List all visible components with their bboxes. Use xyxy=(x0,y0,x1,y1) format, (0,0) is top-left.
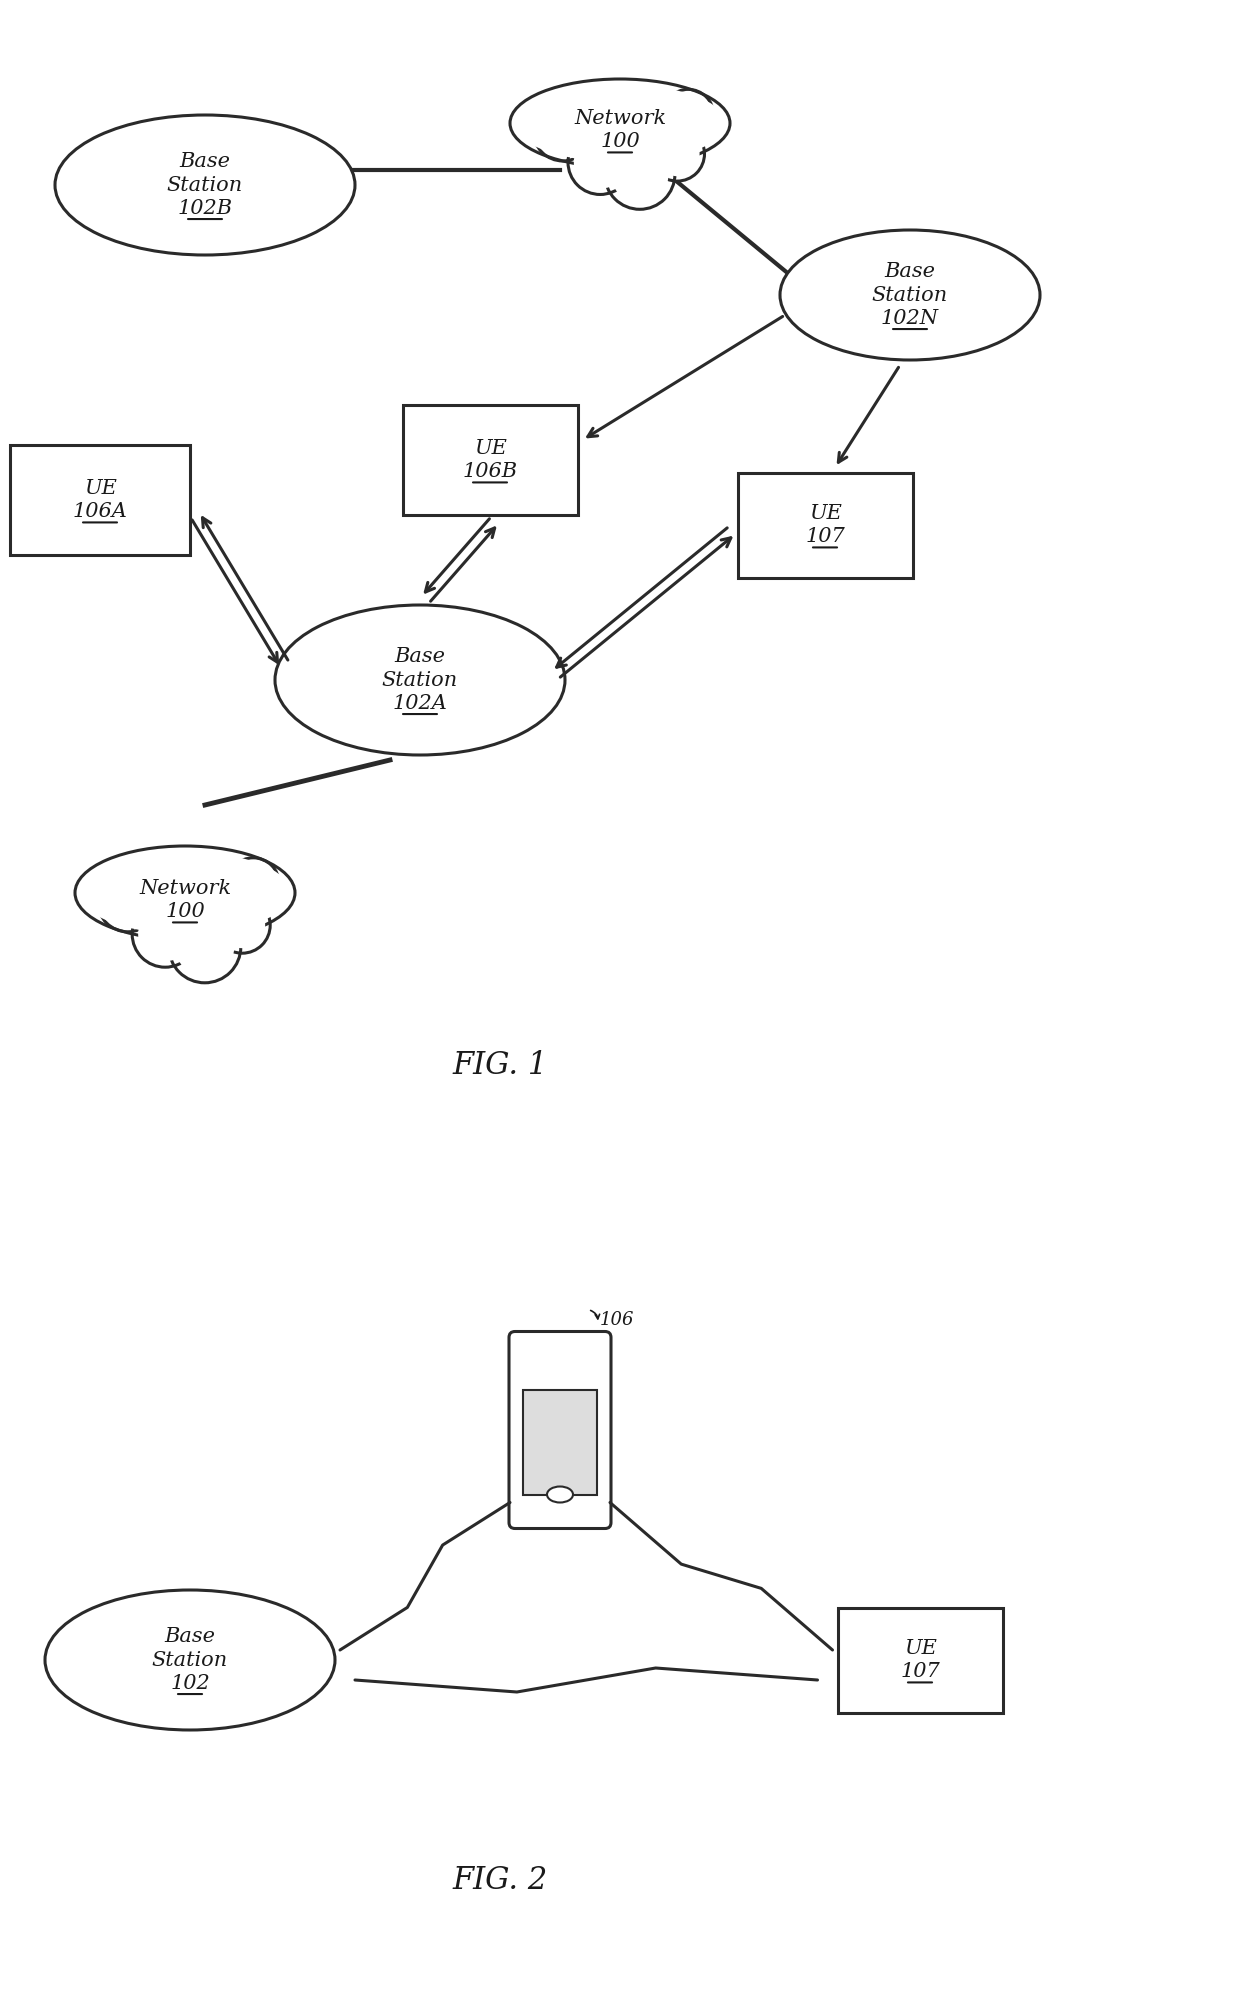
Text: 102: 102 xyxy=(170,1673,210,1693)
Text: Base: Base xyxy=(165,1627,216,1645)
Ellipse shape xyxy=(215,896,270,954)
Text: 102B: 102B xyxy=(177,199,233,217)
Ellipse shape xyxy=(655,131,699,175)
Text: FIG. 2: FIG. 2 xyxy=(453,1865,548,1896)
Ellipse shape xyxy=(605,139,675,209)
Text: 107: 107 xyxy=(805,528,844,546)
Text: 102N: 102N xyxy=(880,309,939,329)
Text: 106B: 106B xyxy=(463,462,517,482)
Text: Station: Station xyxy=(167,175,243,195)
Text: 100: 100 xyxy=(600,131,640,151)
Text: Base: Base xyxy=(394,647,445,665)
Bar xyxy=(738,472,913,578)
Text: UE: UE xyxy=(808,504,842,522)
Ellipse shape xyxy=(103,876,153,926)
Bar xyxy=(10,444,190,556)
Ellipse shape xyxy=(650,127,704,181)
Text: 100: 100 xyxy=(165,902,205,920)
Ellipse shape xyxy=(45,1590,335,1729)
Ellipse shape xyxy=(539,108,587,155)
Ellipse shape xyxy=(780,229,1040,361)
Bar xyxy=(523,1390,596,1494)
FancyBboxPatch shape xyxy=(508,1331,611,1528)
Ellipse shape xyxy=(568,129,632,195)
Text: Station: Station xyxy=(872,285,949,305)
Ellipse shape xyxy=(533,102,591,161)
Text: FIG. 1: FIG. 1 xyxy=(453,1050,548,1080)
Text: Base: Base xyxy=(180,151,231,171)
Text: 106: 106 xyxy=(600,1311,635,1329)
Text: 102A: 102A xyxy=(393,693,448,713)
Ellipse shape xyxy=(667,94,709,135)
Text: Network: Network xyxy=(139,878,231,898)
Text: Base: Base xyxy=(884,263,935,281)
Ellipse shape xyxy=(55,116,355,255)
Ellipse shape xyxy=(175,916,234,976)
Ellipse shape xyxy=(515,84,725,161)
Bar xyxy=(403,404,578,516)
Ellipse shape xyxy=(227,859,279,910)
Text: UE: UE xyxy=(904,1639,936,1657)
Text: UE: UE xyxy=(474,438,506,458)
Ellipse shape xyxy=(611,145,668,203)
Text: Network: Network xyxy=(574,110,666,127)
Text: Station: Station xyxy=(151,1651,228,1669)
Ellipse shape xyxy=(510,80,730,167)
Ellipse shape xyxy=(275,606,565,755)
Text: 106A: 106A xyxy=(73,502,128,522)
Text: 107: 107 xyxy=(900,1661,940,1681)
Bar xyxy=(837,1608,1002,1713)
Ellipse shape xyxy=(232,863,274,904)
Text: UE: UE xyxy=(83,478,117,498)
Text: Station: Station xyxy=(382,671,458,689)
Ellipse shape xyxy=(663,90,713,139)
Ellipse shape xyxy=(133,900,198,968)
Ellipse shape xyxy=(547,1486,573,1502)
Ellipse shape xyxy=(219,902,265,948)
Ellipse shape xyxy=(79,853,290,934)
Ellipse shape xyxy=(98,872,157,932)
Ellipse shape xyxy=(169,910,241,982)
Ellipse shape xyxy=(574,135,626,189)
Ellipse shape xyxy=(138,906,192,962)
Ellipse shape xyxy=(74,847,295,940)
